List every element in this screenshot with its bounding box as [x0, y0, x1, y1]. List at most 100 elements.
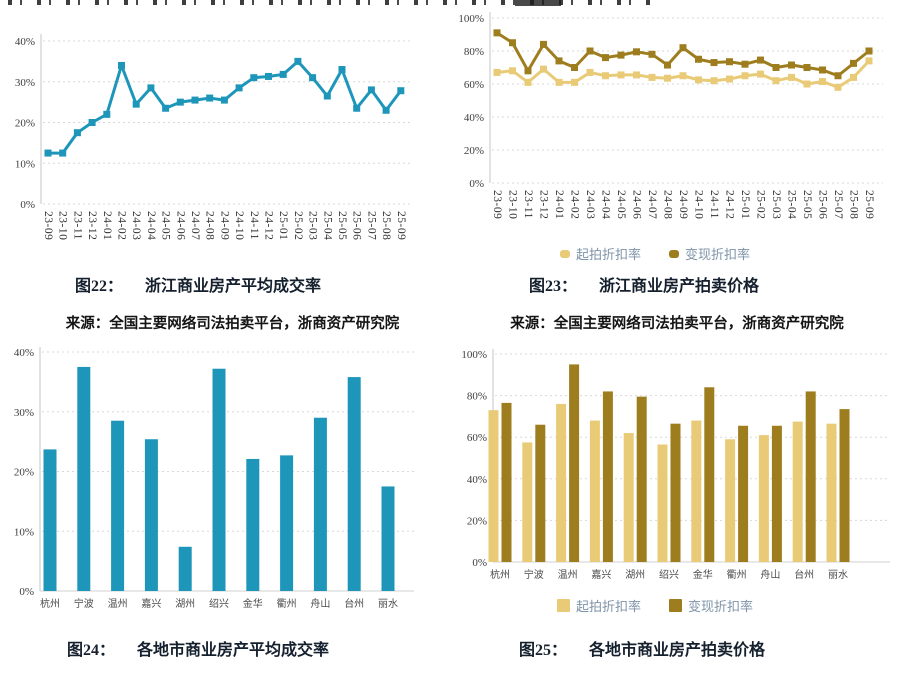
- svg-text:20%: 20%: [464, 145, 484, 157]
- svg-text:25-02: 25-02: [755, 190, 767, 219]
- svg-text:24-10: 24-10: [233, 211, 245, 240]
- svg-text:25-02: 25-02: [292, 211, 304, 240]
- svg-text:40%: 40%: [14, 347, 34, 359]
- svg-text:24-01: 24-01: [553, 190, 565, 219]
- svg-text:湖州: 湖州: [175, 598, 195, 610]
- svg-text:40%: 40%: [15, 36, 35, 48]
- svg-text:杭州: 杭州: [40, 597, 60, 610]
- svg-text:23-11: 23-11: [71, 211, 83, 240]
- svg-text:宁波: 宁波: [524, 568, 544, 581]
- fig23-caption-title: 浙江商业房产拍卖价格: [599, 278, 760, 295]
- fig24-caption-number: 图24：: [66, 642, 115, 659]
- fig24-caption-title: 各地市商业房产平均成交率: [137, 642, 330, 659]
- fig24-bar-chart: 0% 10% 20% 30% 40% 杭州 宁波 温州 嘉兴 湖州 绍兴 金华 衢州 舟山 台州 丽水: [14, 347, 414, 610]
- svg-text:10%: 10%: [14, 526, 34, 538]
- svg-text:20%: 20%: [14, 467, 34, 479]
- svg-text:100%: 100%: [461, 349, 487, 361]
- svg-text:20%: 20%: [15, 118, 35, 130]
- svg-text:舟山: 舟山: [760, 568, 780, 581]
- svg-text:嘉兴: 嘉兴: [141, 597, 161, 610]
- svg-text:25-01: 25-01: [739, 190, 751, 219]
- svg-text:24-06: 24-06: [174, 211, 186, 240]
- svg-text:60%: 60%: [464, 79, 484, 91]
- svg-text:24-01: 24-01: [101, 211, 113, 240]
- svg-text:丽水: 丽水: [828, 569, 848, 581]
- svg-text:25-07: 25-07: [365, 211, 377, 240]
- clipped-text-top-fragment: [515, 0, 561, 6]
- svg-text:24-07: 24-07: [189, 211, 201, 240]
- svg-text:杭州: 杭州: [490, 568, 510, 581]
- svg-text:衢州: 衢州: [727, 569, 747, 581]
- svg-text:台州: 台州: [344, 597, 364, 610]
- legend-label-bianxian: 变现折扣率: [685, 247, 751, 262]
- fig22-caption: 图22： 浙江商业房产平均成交率: [0, 272, 396, 296]
- svg-text:23-09: 23-09: [42, 211, 54, 240]
- svg-text:24-08: 24-08: [204, 211, 216, 240]
- svg-text:23-11: 23-11: [522, 190, 534, 219]
- svg-text:25-04: 25-04: [321, 211, 333, 240]
- fig23-caption: 图23： 浙江商业房产拍卖价格: [448, 272, 840, 296]
- legend-label-qipai: 起拍折扣率: [575, 599, 641, 614]
- fig25-caption-title: 各地市商业房产拍卖价格: [589, 642, 766, 659]
- svg-text:40%: 40%: [464, 112, 484, 124]
- svg-text:丽水: 丽水: [378, 598, 398, 610]
- svg-text:23-10: 23-10: [57, 211, 69, 240]
- svg-text:0%: 0%: [19, 586, 34, 598]
- svg-text:40%: 40%: [467, 474, 487, 486]
- legend-swatch-qipai-icon: [559, 249, 570, 258]
- svg-text:24-04: 24-04: [145, 211, 157, 240]
- svg-text:绍兴: 绍兴: [659, 568, 679, 581]
- svg-text:24-11: 24-11: [248, 211, 260, 240]
- svg-text:24-12: 24-12: [724, 190, 736, 219]
- legend-item-bianxian: 变现折扣率: [669, 596, 753, 615]
- svg-text:25-04: 25-04: [786, 190, 798, 219]
- svg-text:30%: 30%: [15, 77, 35, 89]
- legend-item-bianxian: 变现折扣率: [669, 244, 750, 263]
- svg-text:温州: 温州: [558, 569, 578, 581]
- fig23-legend: 起拍折扣率 变现折扣率: [450, 244, 860, 263]
- svg-text:25-08: 25-08: [380, 211, 392, 240]
- svg-text:24-09: 24-09: [218, 211, 230, 240]
- svg-text:24-05: 24-05: [615, 190, 627, 219]
- svg-text:温州: 温州: [108, 598, 128, 610]
- fig24-caption: 图24： 各地市商业房产平均成交率: [0, 636, 396, 660]
- svg-text:24-09: 24-09: [677, 190, 689, 219]
- svg-text:25-08: 25-08: [848, 190, 860, 219]
- fig23-line-chart: 0%20%40%60%80%100%23-09 23-10 23-11 23-12 24…: [458, 12, 883, 219]
- svg-text:10%: 10%: [15, 158, 35, 170]
- svg-text:25-09: 25-09: [863, 190, 875, 219]
- fig25-caption: 图25： 各地市商业房产拍卖价格: [446, 636, 838, 660]
- svg-text:金华: 金华: [243, 597, 263, 610]
- svg-text:30%: 30%: [14, 407, 34, 419]
- svg-text:24-03: 24-03: [584, 190, 596, 219]
- svg-text:25-05: 25-05: [336, 211, 348, 240]
- fig22-caption-title: 浙江商业房产平均成交率: [145, 278, 322, 295]
- fig23-caption-number: 图23：: [528, 278, 577, 295]
- svg-text:0%: 0%: [472, 557, 487, 569]
- fig22-source: 来源：全国主要网络司法拍卖平台，浙商资产研究院: [65, 316, 400, 332]
- svg-text:20%: 20%: [467, 515, 487, 527]
- svg-text:60%: 60%: [467, 432, 487, 444]
- svg-text:24-04: 24-04: [600, 190, 612, 219]
- svg-text:25-03: 25-03: [770, 190, 782, 219]
- svg-text:25-07: 25-07: [832, 190, 844, 219]
- clipped-text-top: [8, 0, 656, 5]
- legend-swatch-qipai-icon: [556, 599, 570, 612]
- svg-text:25-05: 25-05: [801, 190, 813, 219]
- svg-text:23-12: 23-12: [86, 211, 98, 240]
- svg-text:嘉兴: 嘉兴: [591, 568, 611, 581]
- svg-text:0%: 0%: [20, 199, 35, 211]
- svg-text:24-11: 24-11: [708, 190, 720, 219]
- svg-text:24-08: 24-08: [662, 190, 674, 219]
- svg-text:0%: 0%: [469, 178, 484, 190]
- svg-text:23-09: 23-09: [491, 190, 503, 219]
- svg-text:24-12: 24-12: [263, 211, 275, 240]
- svg-text:24-06: 24-06: [631, 190, 643, 219]
- fig25-caption-number: 图25：: [518, 642, 567, 659]
- svg-text:25-01: 25-01: [277, 211, 289, 240]
- svg-text:80%: 80%: [467, 391, 487, 403]
- legend-swatch-bianxian-icon: [669, 249, 679, 258]
- svg-text:台州: 台州: [794, 568, 814, 581]
- svg-text:宁波: 宁波: [74, 597, 94, 610]
